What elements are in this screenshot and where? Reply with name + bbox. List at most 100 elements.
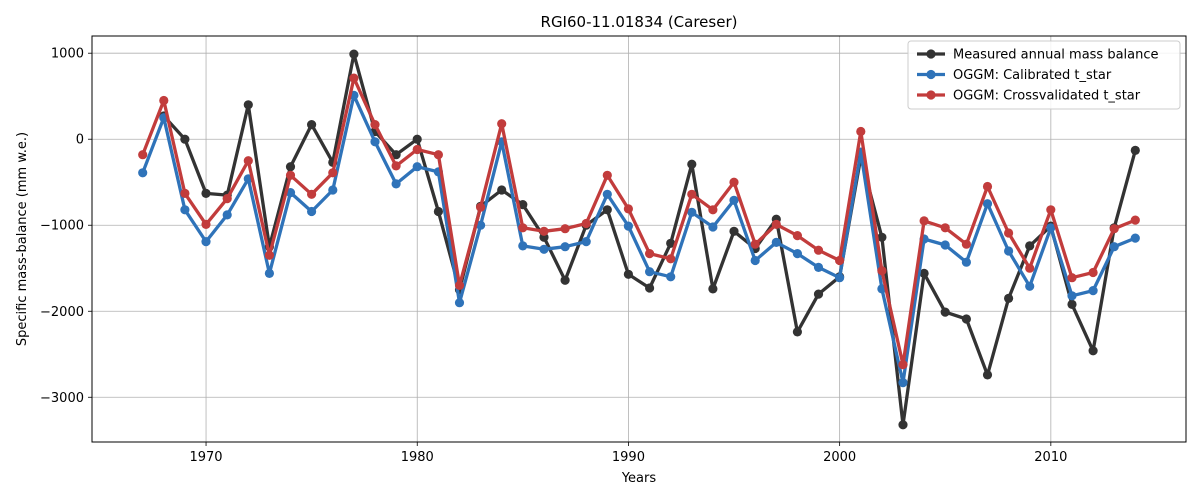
data-point [919, 268, 929, 278]
data-point [898, 420, 908, 430]
data-point [940, 307, 950, 317]
data-point [222, 210, 232, 220]
data-point [180, 188, 190, 198]
data-point [940, 223, 950, 233]
data-point [708, 284, 718, 294]
data-point [454, 298, 465, 308]
data-point [560, 242, 570, 252]
data-point [729, 226, 739, 236]
y-tick-label: −2000 [40, 305, 84, 320]
data-point [645, 283, 655, 293]
data-point [370, 137, 380, 147]
data-point [792, 231, 803, 241]
data-point [454, 280, 465, 290]
data-point [1088, 267, 1098, 278]
data-point [623, 269, 634, 279]
data-point [961, 239, 972, 249]
data-point [877, 266, 887, 276]
data-point [708, 222, 718, 232]
data-point [877, 232, 887, 242]
y-tick-label: 0 [76, 133, 84, 148]
data-point [813, 289, 824, 299]
x-axis: 1970 1980 1990 2000 2010 [189, 442, 1067, 465]
data-point [201, 219, 211, 229]
y-tick-label: −1000 [40, 219, 84, 234]
data-point [1046, 205, 1056, 215]
data-point [370, 120, 380, 130]
data-point [792, 327, 803, 337]
series-2 [138, 73, 1140, 370]
data-point [1067, 273, 1077, 283]
data-point [771, 237, 781, 247]
data-point [645, 267, 655, 277]
data-point [623, 204, 634, 214]
data-point [813, 262, 824, 272]
data-point [602, 189, 612, 199]
data-point [391, 161, 401, 171]
data-point [729, 195, 739, 205]
data-point [750, 239, 760, 249]
data-point [961, 314, 972, 324]
data-point [961, 257, 972, 267]
y-axis: 1000 0 −1000 −2000 −3000 [40, 47, 92, 406]
data-point [412, 144, 422, 155]
data-point [919, 216, 929, 226]
legend-box [907, 40, 1181, 110]
x-tick-label: 1970 [189, 450, 222, 465]
data-point [328, 185, 338, 195]
data-point [433, 150, 443, 160]
data-point [708, 205, 718, 215]
data-point [539, 244, 549, 254]
data-point [1046, 223, 1056, 233]
legend-label: OGGM: Crossvalidated t_star [953, 89, 1141, 104]
y-tick-label: −3000 [40, 391, 84, 406]
series-layer [138, 49, 1140, 430]
data-point [645, 249, 655, 259]
data-point [1025, 281, 1035, 291]
data-point [560, 275, 570, 285]
data-point [1004, 246, 1014, 256]
data-point [307, 120, 317, 130]
data-point [602, 170, 612, 180]
data-point [1025, 263, 1035, 273]
data-point [412, 134, 422, 144]
data-point [539, 226, 549, 236]
data-point [623, 221, 634, 231]
data-point [264, 268, 274, 278]
data-point [497, 119, 507, 129]
data-point [1130, 215, 1140, 225]
data-point [666, 254, 676, 264]
legend-marker [926, 90, 936, 100]
data-point [666, 238, 676, 248]
data-point [264, 250, 274, 260]
data-point [1067, 291, 1077, 301]
data-point [433, 206, 443, 217]
data-point [1004, 228, 1014, 238]
data-point [518, 200, 528, 210]
legend: Measured annual mass balance OGGM: Calibr… [907, 40, 1181, 110]
data-point [1088, 286, 1098, 296]
legend-label: OGGM: Calibrated t_star [953, 68, 1112, 83]
data-point [138, 168, 148, 178]
data-point [476, 202, 486, 212]
x-axis-title: Years [621, 471, 657, 486]
x-tick-label: 1980 [401, 450, 434, 465]
plot-frame [91, 35, 1187, 443]
data-point [940, 240, 950, 250]
data-point [687, 207, 697, 217]
data-point [771, 219, 781, 229]
data-point [602, 205, 612, 215]
data-point [138, 150, 148, 160]
data-point [1109, 242, 1119, 252]
data-point [349, 49, 359, 59]
data-point [518, 241, 528, 251]
data-point [835, 273, 845, 283]
data-point [581, 218, 591, 229]
data-point [518, 223, 528, 233]
data-point [1025, 241, 1035, 251]
chart-title: RGI60-11.01834 (Careser) [541, 13, 738, 31]
data-point [159, 95, 169, 106]
legend-item: Measured annual mass balance [917, 48, 1159, 63]
legend-item: OGGM: Calibrated t_star [917, 68, 1112, 83]
